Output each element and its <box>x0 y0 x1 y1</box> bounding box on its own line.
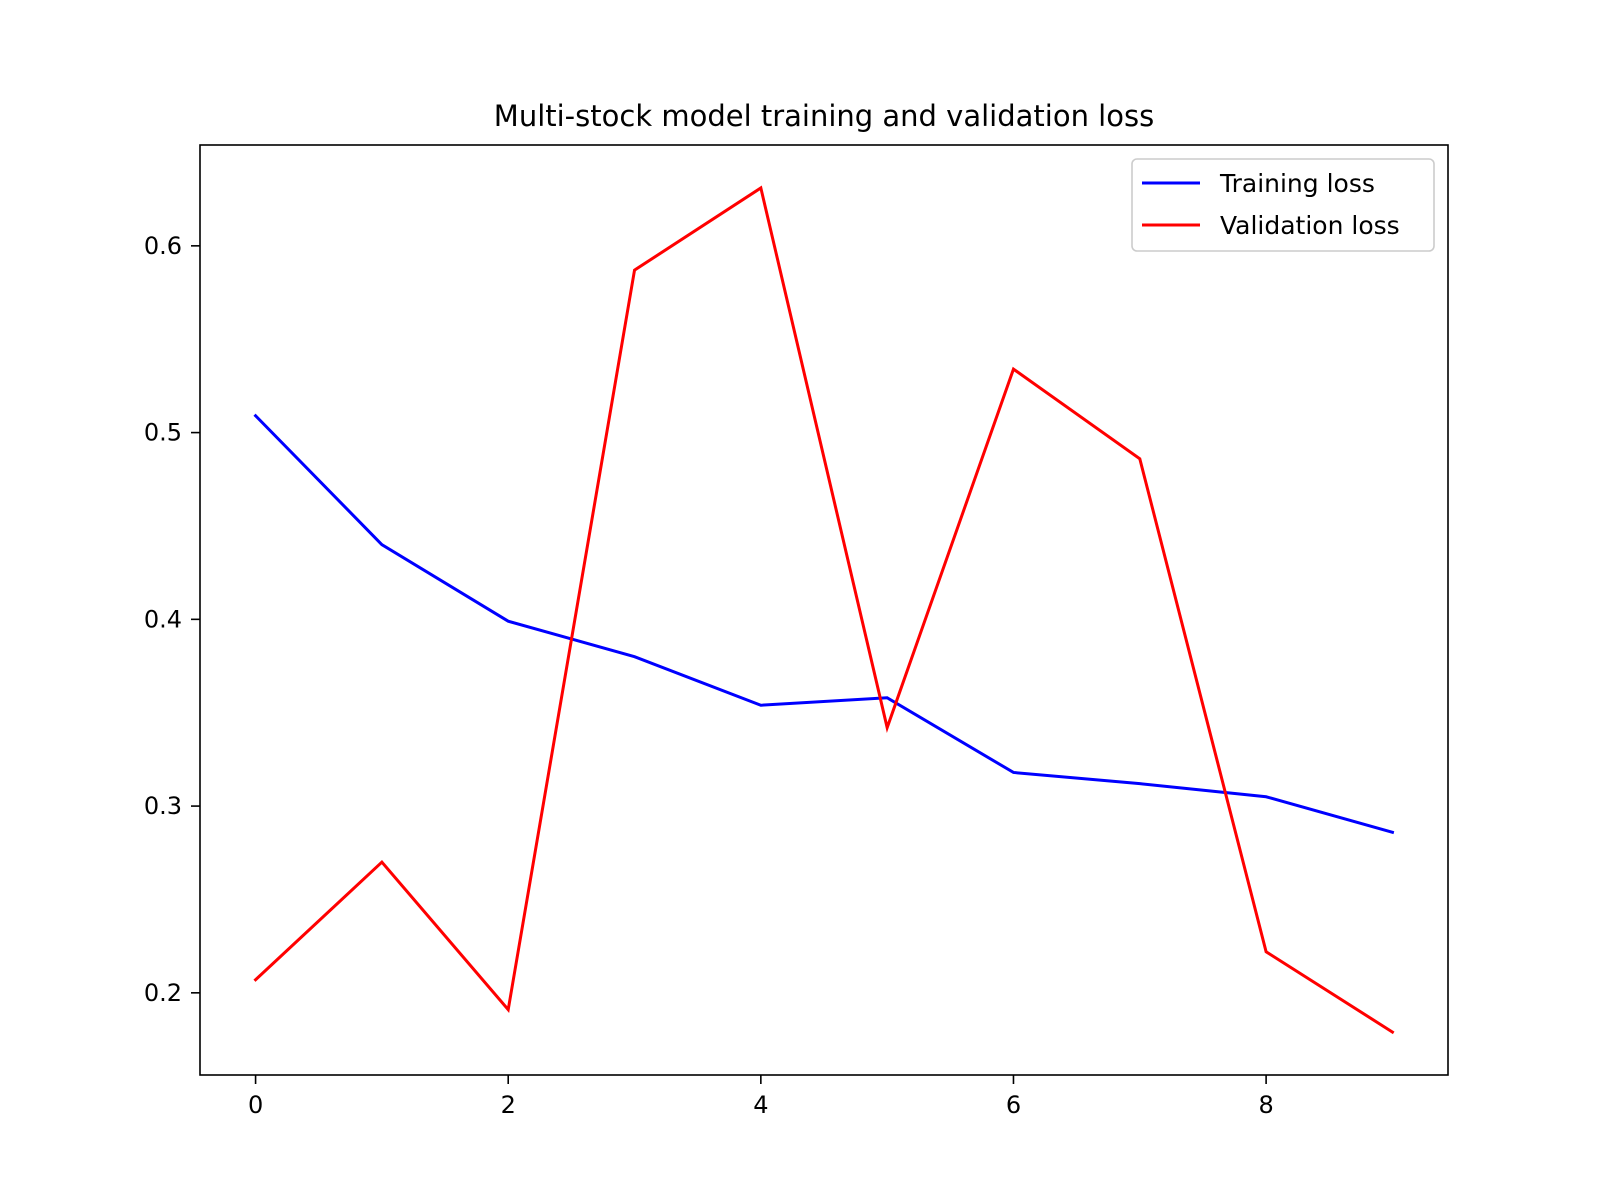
x-tick-label: 0 <box>248 1091 263 1119</box>
x-tick-label: 6 <box>1006 1091 1021 1119</box>
y-tick-label: 0.3 <box>144 792 182 820</box>
y-tick-label: 0.4 <box>144 605 182 633</box>
y-tick-label: 0.2 <box>144 979 182 1007</box>
legend-label: Training loss <box>1219 169 1375 198</box>
y-tick-label: 0.5 <box>144 419 182 447</box>
plot-area <box>199 144 1449 1076</box>
series-line-training-loss <box>253 413 1395 835</box>
x-axis: 0 2 4 6 8 <box>248 1075 1274 1119</box>
legend: Training loss Validation loss <box>1131 158 1435 252</box>
y-axis: 0.2 0.3 0.4 0.5 0.6 <box>144 232 200 1007</box>
legend-label: Validation loss <box>1220 211 1400 240</box>
x-tick-label: 2 <box>501 1091 516 1119</box>
x-tick-label: 8 <box>1258 1091 1273 1119</box>
axes-frame <box>199 144 1449 1076</box>
chart-title: Multi-stock model training and validatio… <box>494 99 1154 133</box>
x-tick-label: 4 <box>753 1091 768 1119</box>
series-layer <box>253 185 1395 1035</box>
y-tick-label: 0.6 <box>144 232 182 260</box>
series-line-validation-loss <box>253 185 1395 1035</box>
legend-box <box>1131 158 1435 252</box>
